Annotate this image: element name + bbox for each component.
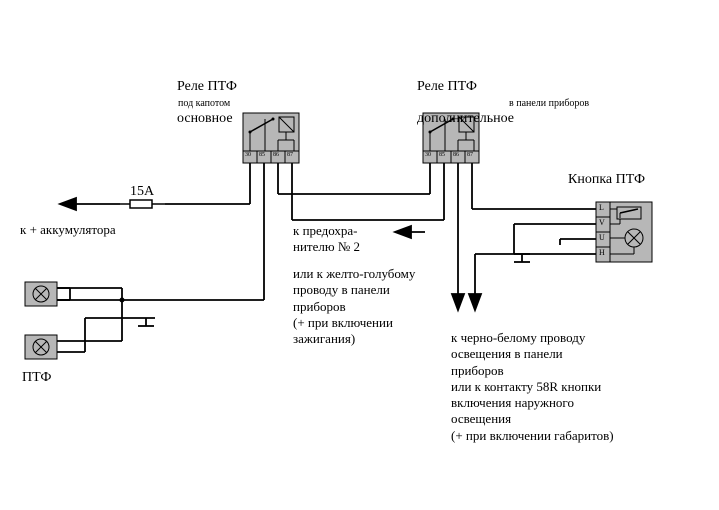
relay2-title: Реле ПТФ дополнительное (417, 63, 514, 127)
pin-l: L (599, 203, 604, 212)
fuse2-label: к предохра- нителю № 2 (293, 223, 360, 255)
ignition-label: или к желто-голубому проводу в панели пр… (293, 266, 415, 347)
fuse-15a (120, 200, 165, 208)
ptf-lamp-2 (25, 335, 57, 359)
r2-pin87: 87 (467, 152, 473, 158)
relay1-title: Реле ПТФ основное (177, 63, 237, 127)
r2-pin86: 86 (453, 152, 459, 158)
r2-pin30: 30 (425, 152, 431, 158)
r1-pin87: 87 (287, 152, 293, 158)
relay2-note: в панели приборов (509, 98, 589, 109)
r1-pin85: 85 (259, 152, 265, 158)
r2-pin85: 85 (439, 152, 445, 158)
button-title: Кнопка ПТФ (568, 172, 645, 188)
r1-pin30: 30 (245, 152, 251, 158)
battery-label: к + аккумулятора (20, 222, 116, 238)
ptf-lamp-1 (25, 282, 57, 306)
ptf-label: ПТФ (22, 370, 51, 386)
pin-h: H (599, 248, 605, 257)
fuse-label: 15А (130, 184, 154, 200)
relay1-note: под капотом (178, 98, 230, 109)
pin-v: V (599, 218, 605, 227)
arrows (60, 198, 481, 310)
r1-pin86: 86 (273, 152, 279, 158)
lights-label: к черно-белому проводу освещения в панел… (451, 330, 614, 444)
pin-u: U (599, 233, 605, 242)
